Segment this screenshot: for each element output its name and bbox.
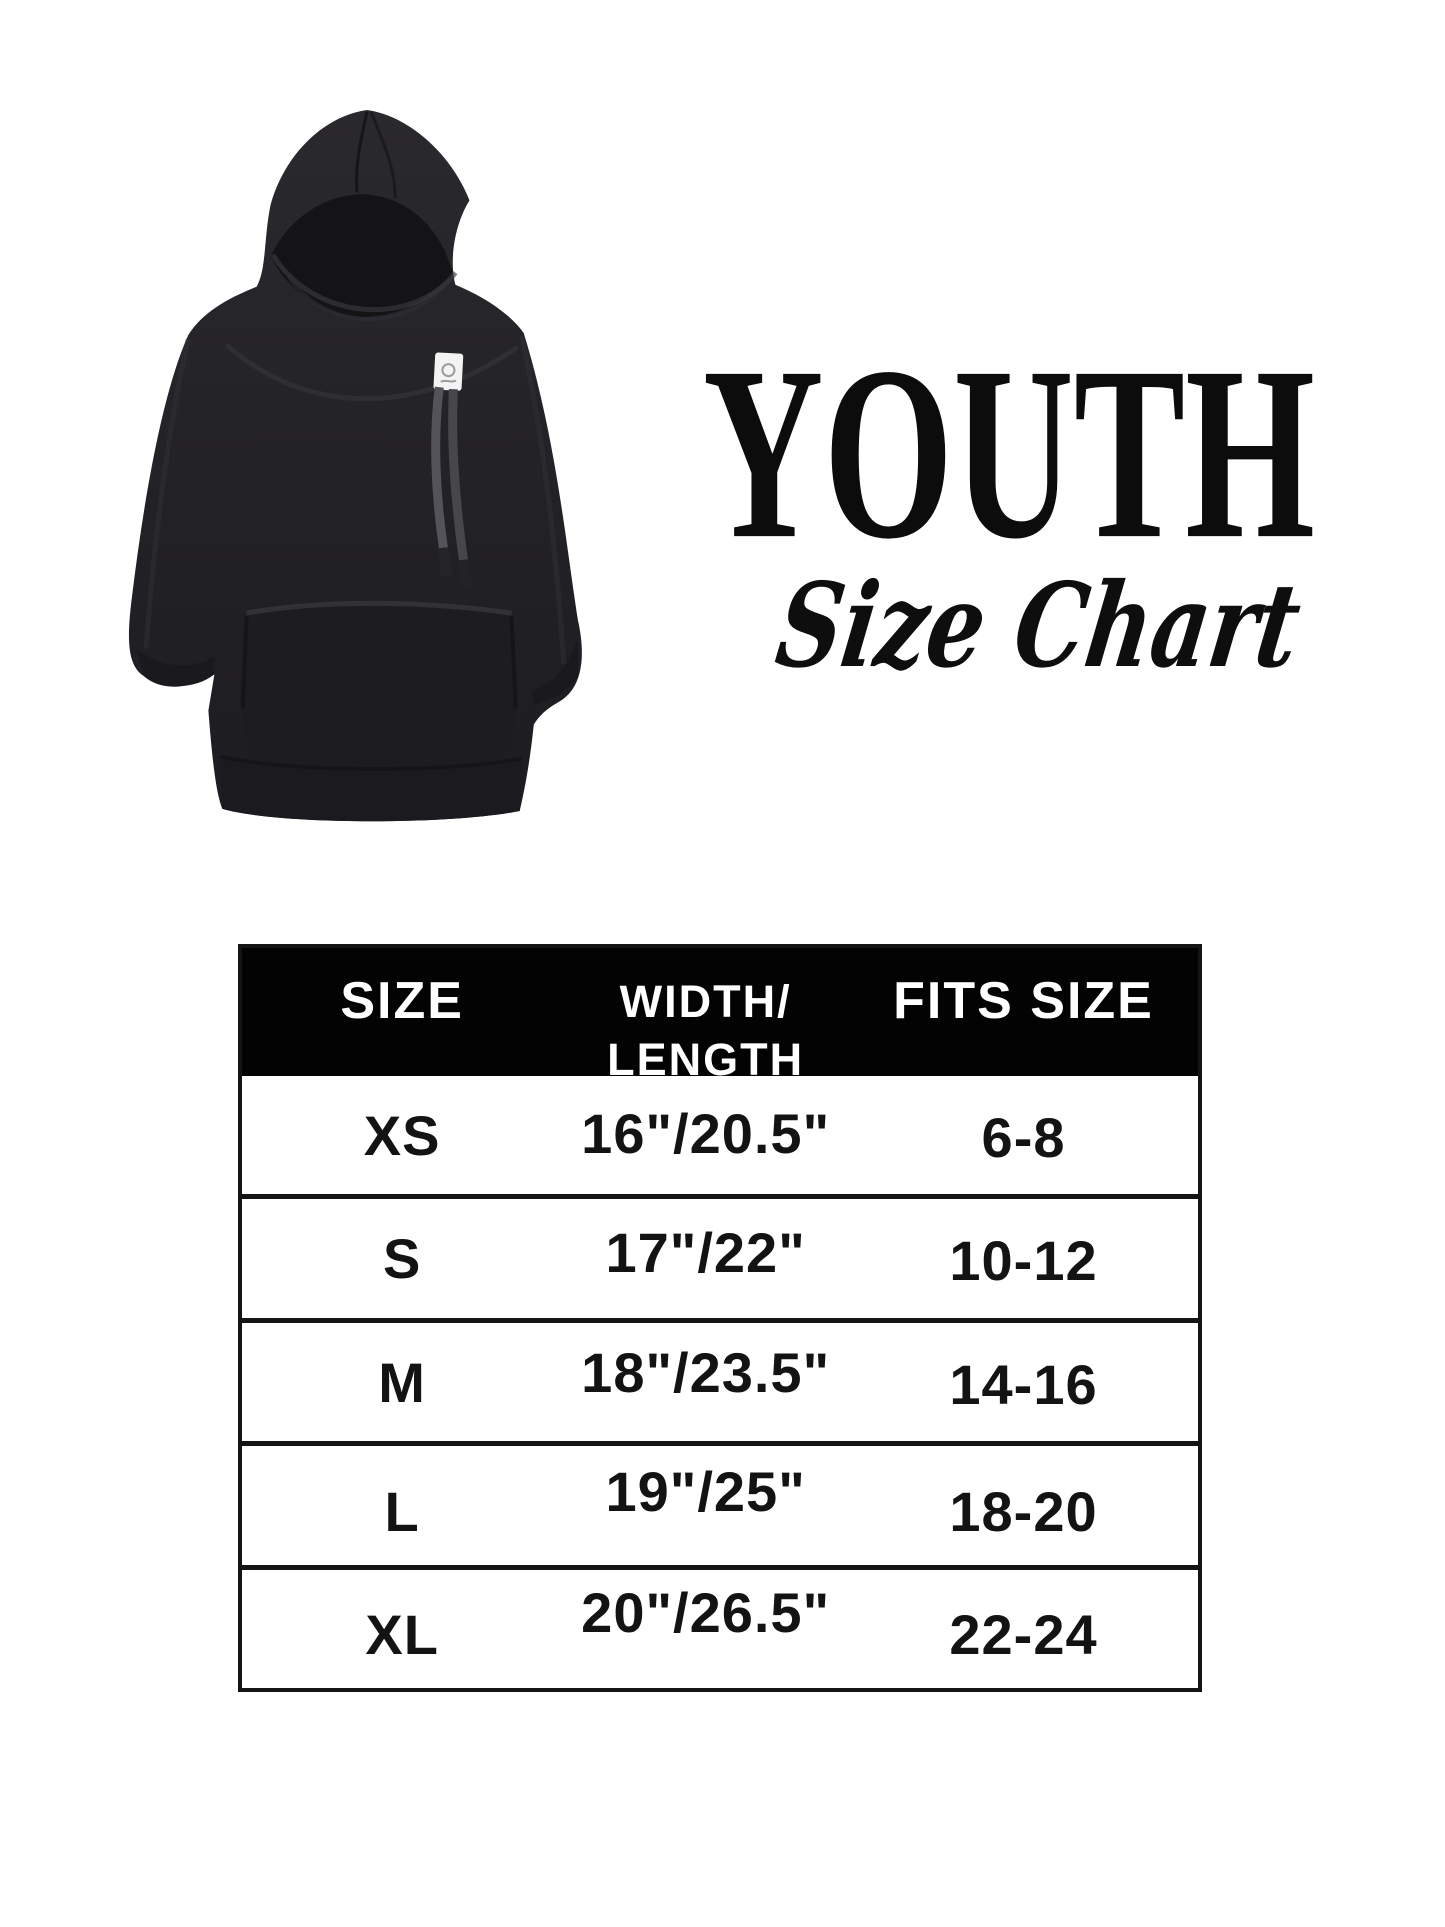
hood-seam — [369, 111, 397, 199]
header-size: SIZE — [340, 972, 464, 1030]
width-length-cell: 16"/20.5" — [581, 1101, 831, 1165]
header-width-length: WIDTH/ LENGTH — [562, 948, 849, 1088]
size-cell: S — [382, 1227, 422, 1291]
fits-size-cell: 10-12 — [949, 1229, 1098, 1293]
width-length-cell: 17"/22" — [605, 1221, 806, 1285]
page-subtitle: Size Chart — [769, 559, 1308, 694]
page-title: YOUTH — [703, 315, 1315, 590]
pocket-top-edge — [246, 600, 513, 616]
chest-fold-line — [224, 343, 520, 402]
width-length-cell: 19"/25" — [605, 1459, 806, 1523]
drawstring-left-tip — [437, 547, 452, 577]
table-row-xl: XL 20"/26.5" 22-24 — [242, 1564, 1198, 1688]
fits-size-cell: 14-16 — [949, 1352, 1098, 1416]
cuff-right — [531, 638, 578, 705]
size-cell: L — [384, 1479, 420, 1543]
sleeve-crease-right — [519, 336, 567, 665]
fits-size-cell: 18-20 — [949, 1479, 1098, 1543]
drawstring-left — [431, 386, 448, 549]
cuff-left — [136, 648, 215, 687]
width-length-cell: 20"/26.5" — [581, 1581, 831, 1645]
hoodie-image — [128, 110, 582, 822]
size-table-header: SIZE WIDTH/ LENGTH FITS SIZE — [242, 948, 1198, 1085]
table-row-xs: XS 16"/20.5" 6-8 — [242, 1076, 1198, 1194]
hem-top-shadow — [220, 754, 523, 772]
drawstring-right — [448, 388, 468, 561]
size-cell: XS — [363, 1103, 441, 1167]
fits-size-cell: 22-24 — [949, 1603, 1098, 1667]
table-row-m: M 18"/23.5" 14-16 — [242, 1317, 1198, 1441]
fits-size-cell: 6-8 — [981, 1105, 1066, 1169]
hood-opening — [270, 194, 454, 317]
table-row-l: L 19"/25" 18-20 — [242, 1441, 1198, 1564]
size-table: SIZE WIDTH/ LENGTH FITS SIZE XS 16"/20.5… — [238, 944, 1202, 1692]
table-row-s: S 17"/22" 10-12 — [242, 1194, 1198, 1317]
header-fits-size: FITS SIZE — [893, 972, 1154, 1030]
pocket-side-shadow — [240, 616, 518, 709]
header-width-line1: WIDTH/ — [619, 976, 792, 1027]
size-cell: M — [378, 1350, 426, 1414]
header-width-line2: LENGTH — [607, 1033, 805, 1085]
hood-seam — [355, 111, 369, 193]
size-cell: XL — [365, 1603, 439, 1667]
kangaroo-pocket — [242, 603, 516, 777]
sleeve-crease-left — [143, 338, 191, 649]
hem-band — [220, 756, 522, 822]
title-block: YOUTH Size Chart — [703, 315, 1315, 694]
width-length-cell: 18"/23.5" — [581, 1340, 831, 1404]
drawstring-right-tip — [457, 559, 473, 589]
hood-fold-line — [287, 275, 443, 322]
neck-tag — [433, 352, 464, 391]
